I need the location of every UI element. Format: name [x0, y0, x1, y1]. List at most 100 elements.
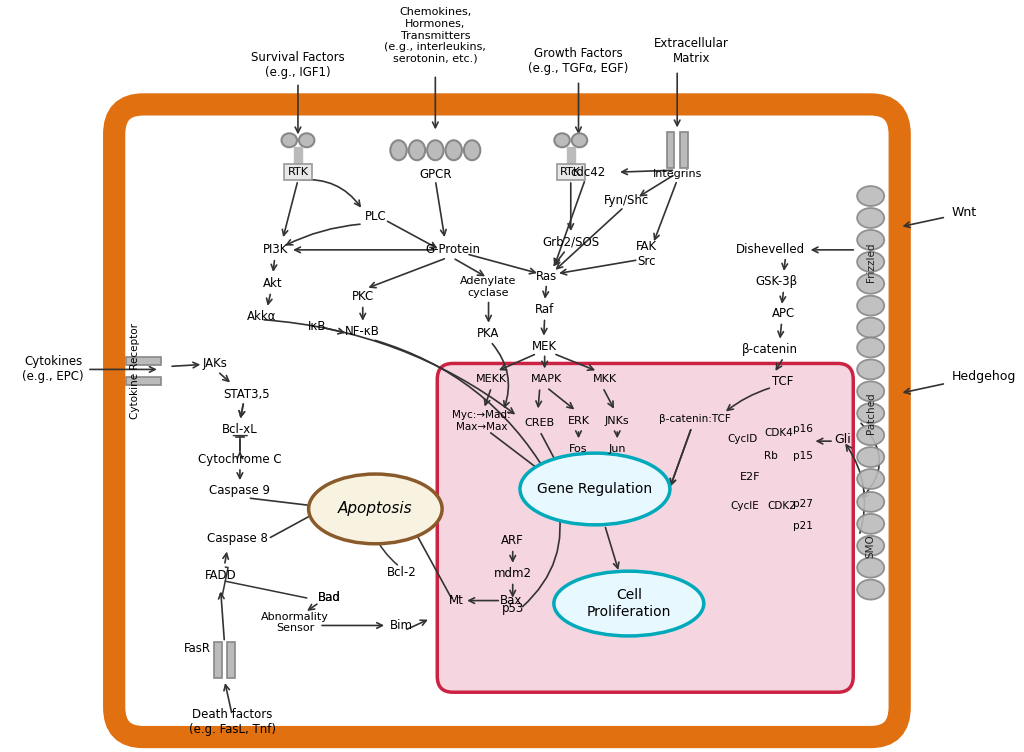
Ellipse shape	[857, 381, 884, 402]
Ellipse shape	[390, 141, 407, 160]
Ellipse shape	[571, 133, 587, 147]
Text: FADD: FADD	[205, 569, 237, 582]
Ellipse shape	[520, 453, 670, 525]
Text: APC: APC	[772, 307, 796, 320]
Ellipse shape	[857, 514, 884, 534]
Text: cdc42: cdc42	[570, 165, 606, 179]
Bar	[294, 147, 302, 167]
Text: G-Protein: G-Protein	[425, 244, 480, 256]
Text: p15: p15	[793, 451, 813, 461]
Ellipse shape	[464, 141, 480, 160]
Text: PKA: PKA	[477, 327, 500, 340]
Text: Patched: Patched	[865, 393, 876, 434]
Text: Frizzled: Frizzled	[865, 242, 876, 281]
Text: Bad: Bad	[317, 591, 340, 604]
Ellipse shape	[857, 274, 884, 294]
Ellipse shape	[857, 359, 884, 380]
Text: Cytokine Receptor: Cytokine Receptor	[130, 323, 140, 420]
Text: Caspase 9: Caspase 9	[210, 484, 270, 498]
Text: p16: p16	[793, 424, 813, 434]
Ellipse shape	[857, 469, 884, 489]
Ellipse shape	[282, 133, 297, 147]
Text: Grb2/SOS: Grb2/SOS	[542, 235, 599, 248]
Text: Death factors
(e.g. FasL, Tnf): Death factors (e.g. FasL, Tnf)	[188, 708, 275, 736]
Text: NF-κB: NF-κB	[345, 325, 380, 338]
Text: ARF: ARF	[502, 534, 524, 547]
Bar	[126, 357, 161, 365]
Ellipse shape	[299, 133, 314, 147]
Text: mdm2: mdm2	[494, 567, 531, 580]
Text: Growth Factors
(e.g., TGFα, EGF): Growth Factors (e.g., TGFα, EGF)	[528, 47, 629, 74]
Bar	[680, 132, 688, 168]
Text: CyclE: CyclE	[730, 501, 759, 511]
Text: E2F: E2F	[739, 472, 760, 482]
Bar	[126, 378, 161, 385]
Ellipse shape	[857, 208, 884, 228]
Text: MKK: MKK	[593, 374, 616, 384]
Bar	[667, 132, 674, 168]
Text: Gene Regulation: Gene Regulation	[538, 482, 652, 496]
Text: Akkα: Akkα	[247, 310, 275, 323]
Text: Fyn/Shc: Fyn/Shc	[604, 193, 649, 207]
Ellipse shape	[857, 230, 884, 250]
Ellipse shape	[554, 133, 569, 147]
Bar	[567, 147, 574, 167]
Text: Fos: Fos	[569, 444, 588, 454]
Text: Bax: Bax	[500, 594, 522, 607]
Text: Caspase 8: Caspase 8	[207, 532, 267, 545]
FancyBboxPatch shape	[114, 105, 900, 737]
Text: GSK-3β: GSK-3β	[756, 275, 798, 288]
Text: β-catenin: β-catenin	[742, 343, 798, 356]
Text: Ras: Ras	[536, 270, 557, 284]
Text: MEK: MEK	[532, 340, 557, 353]
Text: Raf: Raf	[535, 303, 554, 316]
Text: Abnormality
Sensor: Abnormality Sensor	[261, 611, 329, 633]
Text: β-catenin:TCF: β-catenin:TCF	[658, 414, 730, 424]
Text: p21: p21	[793, 521, 813, 531]
Bar	[227, 642, 236, 678]
Text: JAKs: JAKs	[203, 357, 227, 370]
Text: CREB: CREB	[524, 418, 555, 428]
Ellipse shape	[445, 141, 462, 160]
Text: Hedgehog: Hedgehog	[952, 370, 1016, 383]
Text: Cytochrome C: Cytochrome C	[198, 453, 282, 465]
Text: Integrins: Integrins	[652, 169, 701, 179]
Text: PI3K: PI3K	[263, 244, 289, 256]
Ellipse shape	[427, 141, 443, 160]
Text: Myc:→Mad:
Max→Max: Myc:→Mad: Max→Max	[453, 411, 511, 432]
Ellipse shape	[857, 425, 884, 445]
Text: CDK2: CDK2	[767, 501, 796, 511]
Ellipse shape	[857, 580, 884, 599]
Text: Akt: Akt	[263, 277, 283, 290]
Text: Survival Factors
(e.g., IGF1): Survival Factors (e.g., IGF1)	[251, 50, 345, 78]
Text: Extracellular
Matrix: Extracellular Matrix	[654, 37, 729, 65]
Text: Rb: Rb	[764, 451, 778, 461]
Text: MEKK: MEKK	[476, 374, 507, 384]
Ellipse shape	[857, 536, 884, 556]
Text: Jun: Jun	[608, 444, 626, 454]
Text: STAT3,5: STAT3,5	[223, 388, 270, 401]
Text: Bcl-xL: Bcl-xL	[222, 423, 258, 435]
Text: TCF: TCF	[772, 375, 794, 388]
Text: FAK
Src: FAK Src	[636, 240, 656, 268]
Text: Dishevelled: Dishevelled	[736, 244, 805, 256]
Text: Adenylate
cyclase: Adenylate cyclase	[461, 276, 517, 298]
Text: JNKs: JNKs	[605, 416, 630, 426]
Text: GPCR: GPCR	[419, 168, 452, 180]
Ellipse shape	[409, 141, 425, 160]
Text: Cytokines
(e.g., EPC): Cytokines (e.g., EPC)	[23, 356, 84, 384]
Text: RTK: RTK	[288, 167, 308, 177]
Text: Wnt: Wnt	[952, 205, 977, 219]
Ellipse shape	[857, 447, 884, 467]
Text: Mt: Mt	[450, 594, 464, 607]
Ellipse shape	[857, 492, 884, 512]
Text: IκB: IκB	[308, 320, 327, 333]
Text: CycID: CycID	[727, 434, 758, 444]
Text: RTK: RTK	[560, 167, 582, 177]
Ellipse shape	[857, 186, 884, 206]
Ellipse shape	[857, 252, 884, 271]
Text: MAPK: MAPK	[531, 374, 562, 384]
Text: Cell
Proliferation: Cell Proliferation	[587, 589, 671, 619]
Text: Gli: Gli	[834, 432, 851, 446]
Bar	[214, 642, 221, 678]
